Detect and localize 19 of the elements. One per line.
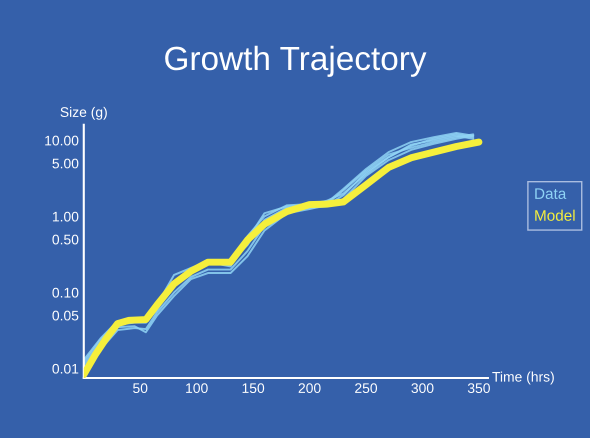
y-tick-label: 5.00 bbox=[52, 158, 78, 168]
y-tick-label: 0.10 bbox=[52, 288, 78, 298]
y-tick-label: 10.00 bbox=[45, 136, 78, 146]
x-tick-label: 50 bbox=[133, 383, 148, 394]
x-tick-label: 300 bbox=[411, 383, 434, 394]
y-axis-title: Size (g) bbox=[60, 106, 107, 120]
text: Data bbox=[535, 188, 566, 200]
y-tick-label: 1.00 bbox=[52, 212, 78, 222]
y-tick-label: 0.05 bbox=[52, 310, 78, 321]
chart-title: Growth Trajectory bbox=[165, 46, 426, 77]
x-axis-title: Time (hrs) bbox=[492, 372, 554, 384]
x-tick-label: 100 bbox=[186, 383, 208, 394]
x-tick-label: 200 bbox=[298, 383, 321, 394]
y-tick-label: 0.50 bbox=[52, 234, 78, 244]
x-tick-label: 150 bbox=[242, 383, 264, 394]
x-tick-label: 250 bbox=[355, 383, 378, 394]
text: Model bbox=[535, 210, 575, 221]
y-tick-label: 0.01 bbox=[52, 364, 78, 374]
x-tick-label: 350 bbox=[468, 383, 490, 394]
